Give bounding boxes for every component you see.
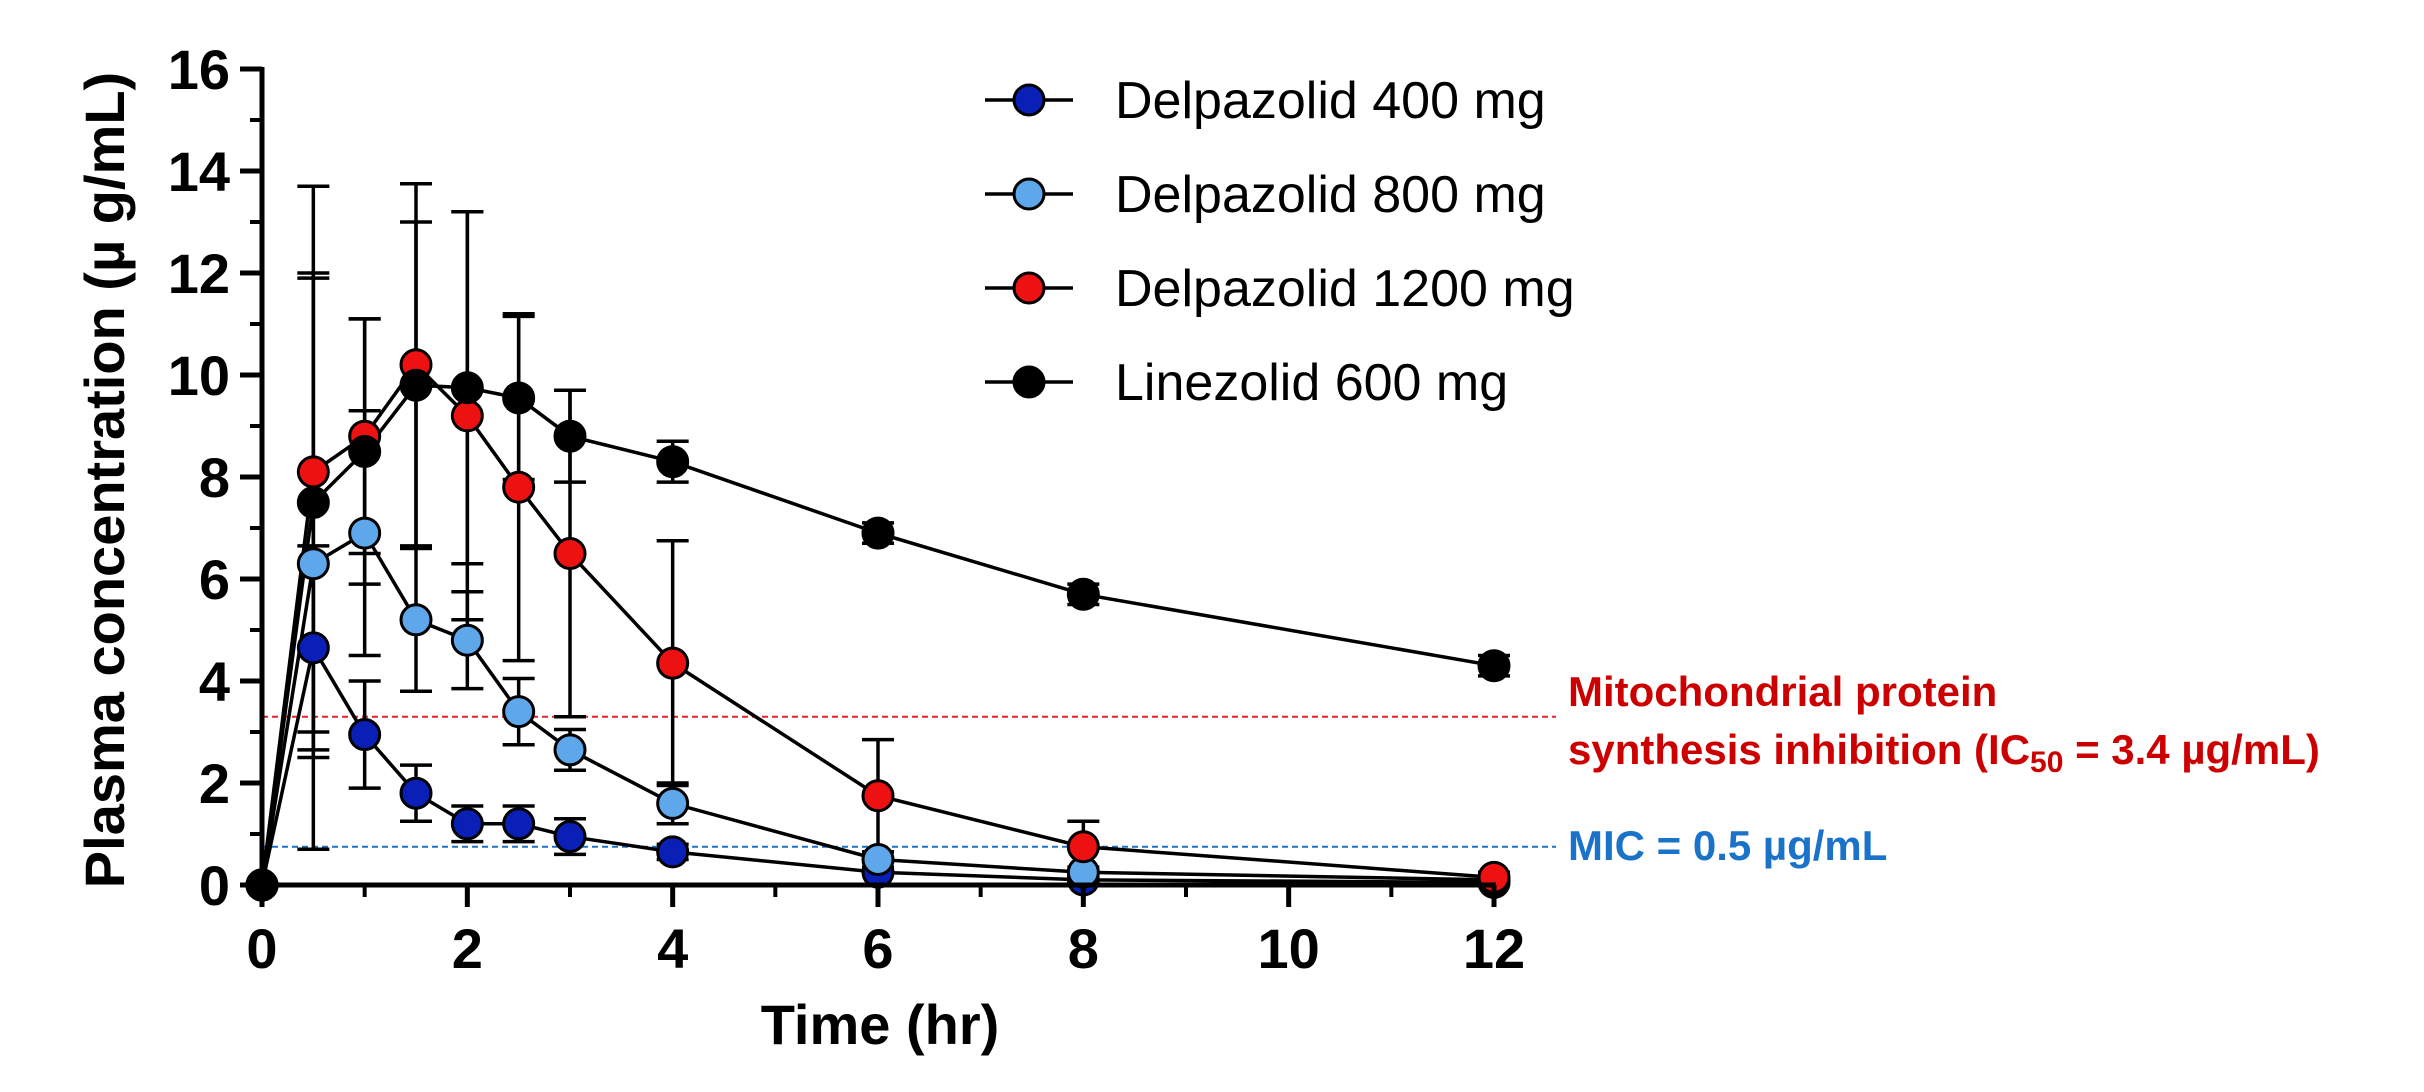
delpazolid-1200-mg-point	[296, 455, 330, 489]
linezolid-600-mg-point	[656, 445, 690, 479]
legend-marker-linezolid-600-mg	[1012, 365, 1046, 399]
delpazolid-400-mg-point	[399, 776, 433, 810]
x-tick-labels: 0 2 4 6 8 10 12	[246, 917, 1525, 980]
delpazolid-400-mg-point	[656, 835, 690, 869]
legend-marker-delpazolid-800-mg	[1012, 177, 1046, 211]
mito-annotation-prefix: synthesis inhibition (IC	[1568, 726, 2030, 773]
delpazolid-800-mg-point	[296, 547, 330, 581]
delpazolid-800-mg-point	[399, 603, 433, 637]
mito-annotation-line2: synthesis inhibition (IC50 = 3.4 µg/mL)	[1568, 726, 2320, 779]
delpazolid-1200-mg-point	[1066, 830, 1100, 864]
legend: Delpazolid 400 mg Delpazolid 800 mg Delpaz…	[985, 72, 1575, 412]
linezolid-600-mg-point	[861, 516, 895, 550]
series-group	[245, 182, 1511, 902]
x-tick-label: 10	[1258, 917, 1320, 980]
legend-marker-delpazolid-400-mg	[1012, 83, 1046, 117]
y-tick-label: 6	[199, 548, 230, 611]
delpazolid-400-mg-point	[348, 718, 382, 752]
x-tick-label: 8	[1068, 917, 1099, 980]
delpazolid-800-mg-point	[450, 623, 484, 657]
delpazolid-800-mg-point	[348, 516, 382, 550]
y-tick-label: 0	[199, 854, 230, 917]
linezolid-600-mg-point	[296, 486, 330, 519]
linezolid-600-mg-point	[502, 381, 536, 415]
y-tick-label: 12	[168, 242, 230, 305]
x-axis-title: Time (hr)	[761, 993, 1000, 1056]
reference-lines	[262, 715, 1556, 848]
y-tick-label: 16	[168, 38, 230, 101]
x-tick-label: 4	[657, 917, 688, 980]
y-tick-labels: 0 2 4 6 8 10 12 14 16	[168, 38, 230, 917]
delpazolid-400-mg-point	[450, 807, 484, 841]
linezolid-600-mg-point	[553, 419, 587, 453]
linezolid-600-mg-point	[348, 435, 382, 468]
linezolid-600-mg-point	[1066, 577, 1100, 611]
legend-marker-delpazolid-1200-mg	[1012, 271, 1046, 305]
legend-label-delpazolid-800-mg: Delpazolid 800 mg	[1115, 166, 1546, 224]
y-tick-label: 14	[168, 140, 230, 203]
delpazolid-1200-mg-point	[656, 646, 690, 680]
delpazolid-800-mg-point	[656, 786, 690, 820]
delpazolid-400-mg-point	[296, 631, 330, 665]
delpazolid-400-mg-point	[553, 820, 587, 854]
delpazolid-800-mg-point	[861, 843, 895, 876]
axes	[240, 66, 1497, 907]
legend-label-linezolid-600-mg: Linezolid 600 mg	[1115, 354, 1508, 412]
delpazolid-1200-mg-point	[861, 779, 895, 813]
mito-annotation-line1: Mitochondrial protein	[1568, 668, 1997, 715]
delpazolid-800-mg-point	[502, 695, 536, 729]
delpazolid-1200-mg-point	[553, 537, 587, 570]
mito-annotation-subscript: 50	[2030, 746, 2063, 779]
delpazolid-1200-mg-point	[450, 399, 484, 433]
linezolid-600-mg-point	[450, 371, 484, 405]
linezolid-600-mg-point	[1477, 649, 1511, 683]
delpazolid-1200-mg-point	[502, 470, 536, 504]
x-tick-label: 12	[1463, 917, 1525, 980]
legend-label-delpazolid-400-mg: Delpazolid 400 mg	[1115, 72, 1546, 130]
y-tick-label: 10	[168, 344, 230, 407]
y-tick-label: 2	[199, 752, 230, 815]
delpazolid-800-mg-point	[553, 733, 587, 767]
mito-annotation-suffix: = 3.4 µg/mL)	[2063, 726, 2319, 773]
linezolid-600-mg-point	[399, 368, 433, 402]
x-tick-label: 0	[246, 917, 277, 980]
x-tick-label: 6	[862, 917, 893, 980]
x-tick-label: 2	[452, 917, 483, 980]
mic-annotation: MIC = 0.5 µg/mL	[1568, 822, 1887, 869]
y-tick-label: 8	[199, 446, 230, 509]
delpazolid-400-mg-point	[502, 807, 536, 841]
y-tick-label: 4	[199, 650, 230, 713]
y-axis-title: Plasma concentration (µ g/mL)	[73, 72, 136, 888]
legend-label-delpazolid-1200-mg: Delpazolid 1200 mg	[1115, 260, 1575, 318]
